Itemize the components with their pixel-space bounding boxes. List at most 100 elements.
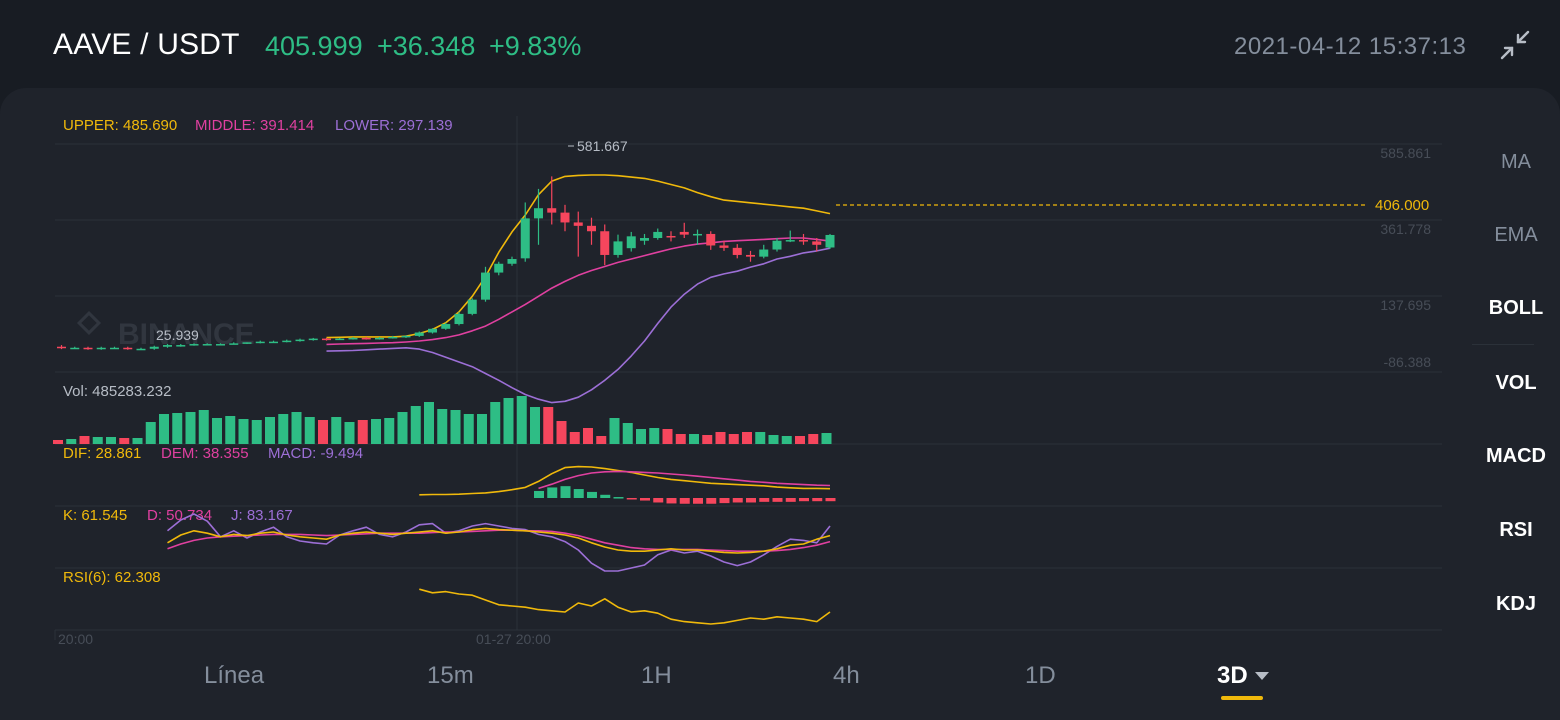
candle <box>255 340 265 344</box>
candle <box>361 336 371 340</box>
rsi-label: RSI(6): 62.308 <box>63 569 161 586</box>
volume-bar <box>622 423 633 444</box>
candle-body <box>759 249 769 257</box>
candle-body <box>812 241 822 245</box>
tab-4h[interactable]: 4h <box>833 662 860 689</box>
volume-bar <box>238 419 249 444</box>
volume-bar <box>649 428 660 444</box>
candle-body <box>534 208 543 219</box>
candle <box>706 231 716 250</box>
macd-dem-label: DEM: 38.355 <box>161 445 249 462</box>
rsi-line <box>419 588 831 625</box>
volume-bar <box>556 421 567 444</box>
volume-bar <box>106 437 116 444</box>
candle-body <box>507 259 517 264</box>
candle <box>507 256 517 266</box>
candle <box>534 188 543 245</box>
candle <box>666 231 676 242</box>
candle <box>189 343 199 346</box>
candle-body <box>176 345 186 347</box>
macd-histogram-bar <box>732 498 743 503</box>
watermark-text: BINANCE <box>118 318 255 351</box>
tab-linea[interactable]: Línea <box>204 662 265 689</box>
indicator-ma[interactable]: MA <box>1501 151 1531 173</box>
volume-bar <box>728 434 739 444</box>
boll-upper-line <box>326 174 831 339</box>
candle-body <box>110 347 119 350</box>
candle-body <box>348 337 358 340</box>
macd-histogram-bar <box>679 498 690 504</box>
macd-histogram-bar <box>653 498 664 503</box>
candle-body <box>229 343 239 345</box>
candle <box>441 322 451 330</box>
low-price-marker: 25.939 <box>156 327 199 343</box>
macd-histogram-bar <box>785 498 796 502</box>
volume-bar <box>477 414 487 444</box>
boll-middle-line <box>326 237 831 346</box>
current-price-tag: 406.000 <box>1375 197 1429 214</box>
candle <box>494 261 504 276</box>
volume-bar <box>371 419 381 444</box>
candle <box>454 311 464 326</box>
candle-body <box>825 234 835 248</box>
candle-body <box>772 240 782 250</box>
volume-bar <box>543 407 554 444</box>
trading-pair-title[interactable]: AAVE / USDT <box>53 28 240 61</box>
boll-lower-label: LOWER: 297.139 <box>335 117 453 134</box>
collapse-arrows-icon[interactable] <box>1500 30 1530 60</box>
candle <box>799 233 808 245</box>
candle <box>163 344 172 348</box>
kline-chart[interactable]: BINANCE UPPER: 485.690 MIDDLE: 391.414 L… <box>0 88 1560 720</box>
price-axis-label: -86.388 <box>1384 354 1432 370</box>
tab-1h[interactable]: 1H <box>641 662 672 689</box>
tab-1d[interactable]: 1D <box>1025 662 1056 689</box>
candle-body <box>679 231 689 235</box>
candle-body <box>242 342 252 344</box>
candle-body <box>295 339 305 342</box>
candle-body <box>653 231 663 239</box>
candle-body <box>547 208 557 213</box>
volume-bar <box>344 422 355 444</box>
indicator-kdj[interactable]: KDJ <box>1495 593 1536 615</box>
volume-bar <box>463 414 474 444</box>
candle-body <box>785 240 795 242</box>
volume-bar <box>768 435 779 444</box>
indicator-macd[interactable]: MACD <box>1486 445 1546 467</box>
indicator-ema[interactable]: EMA <box>1494 224 1538 246</box>
candle-body <box>520 218 530 259</box>
candle-body <box>414 332 424 336</box>
price-axis-label: 585.861 <box>1380 145 1431 161</box>
chart-grid <box>54 116 1442 640</box>
candle-body <box>441 324 451 329</box>
candle-body <box>666 235 676 238</box>
candle <box>149 345 159 350</box>
volume-bar <box>278 414 289 444</box>
candle <box>428 328 437 334</box>
chevron-down-icon[interactable] <box>1255 672 1269 680</box>
candle <box>83 346 93 350</box>
candle-body <box>481 272 490 300</box>
macd-chart <box>419 465 836 504</box>
price-change-percent: +9.83% <box>489 31 582 61</box>
indicator-vol[interactable]: VOL <box>1495 372 1537 394</box>
candle <box>481 266 490 302</box>
candle <box>812 238 822 252</box>
volume-bar <box>291 412 302 444</box>
high-price-marker: 581.667 <box>577 138 628 154</box>
last-price: 405.999 <box>265 31 363 61</box>
candle <box>746 250 755 262</box>
price-change: +36.348 <box>377 31 476 61</box>
tab-15m[interactable]: 15m <box>427 662 474 689</box>
candle <box>693 229 702 245</box>
tab-3d[interactable]: 3D <box>1217 662 1248 689</box>
volume-bar <box>715 432 726 444</box>
indicator-divider <box>1472 344 1534 345</box>
indicator-rsi[interactable]: RSI <box>1499 519 1533 541</box>
candle <box>269 340 278 344</box>
volume-bar <box>583 428 593 444</box>
candle <box>375 336 384 340</box>
indicator-boll[interactable]: BOLL <box>1488 297 1544 319</box>
volume-bar <box>490 402 501 444</box>
candle <box>348 336 358 340</box>
candle-body <box>600 231 610 255</box>
